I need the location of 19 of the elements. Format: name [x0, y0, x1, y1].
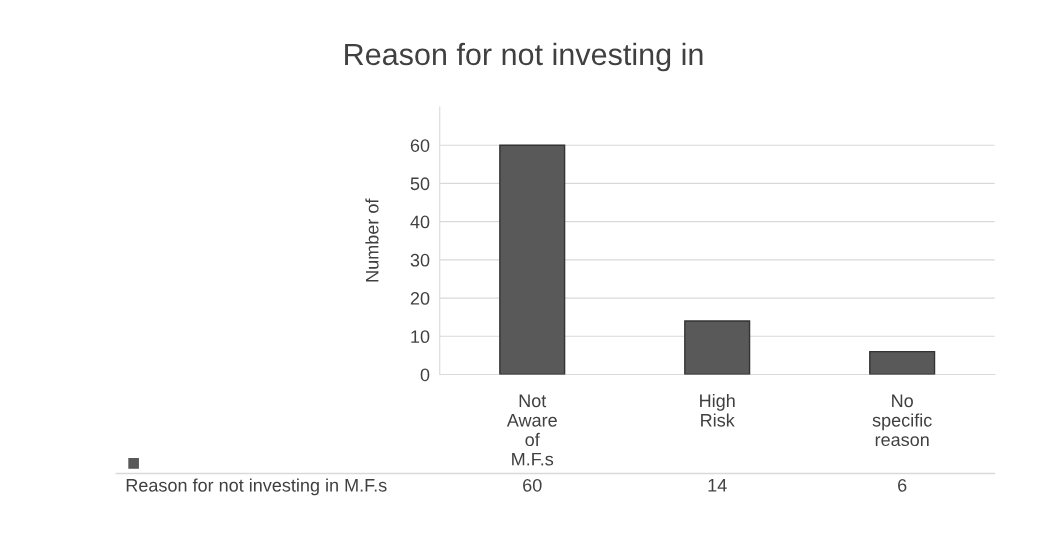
y-tick-label: 0 — [420, 368, 430, 382]
bar — [869, 350, 936, 375]
data-label: 60 — [523, 478, 542, 492]
y-tick-label: 40 — [410, 215, 430, 229]
y-tick-label: 20 — [410, 292, 430, 305]
y-tick-label: 30 — [410, 253, 430, 267]
x-tick-label: High Risk — [700, 393, 735, 427]
bar — [684, 320, 751, 375]
x-tick-label: Not Aware of M.F.s — [506, 394, 557, 466]
y-axis-title: Number of — [365, 198, 379, 282]
x-tick-label: No specific reason — [872, 394, 932, 447]
data-label: 14 — [708, 479, 727, 492]
y-tick-label: 60 — [410, 139, 430, 152]
y-tick-label: 50 — [410, 177, 430, 191]
y-tick-label: 10 — [411, 330, 430, 344]
legend-label: Reason for not investing in M.F.s — [126, 478, 387, 496]
data-label: 6 — [898, 478, 907, 492]
chart-title: Reason for not investing in — [345, 42, 703, 72]
bar — [499, 144, 566, 375]
